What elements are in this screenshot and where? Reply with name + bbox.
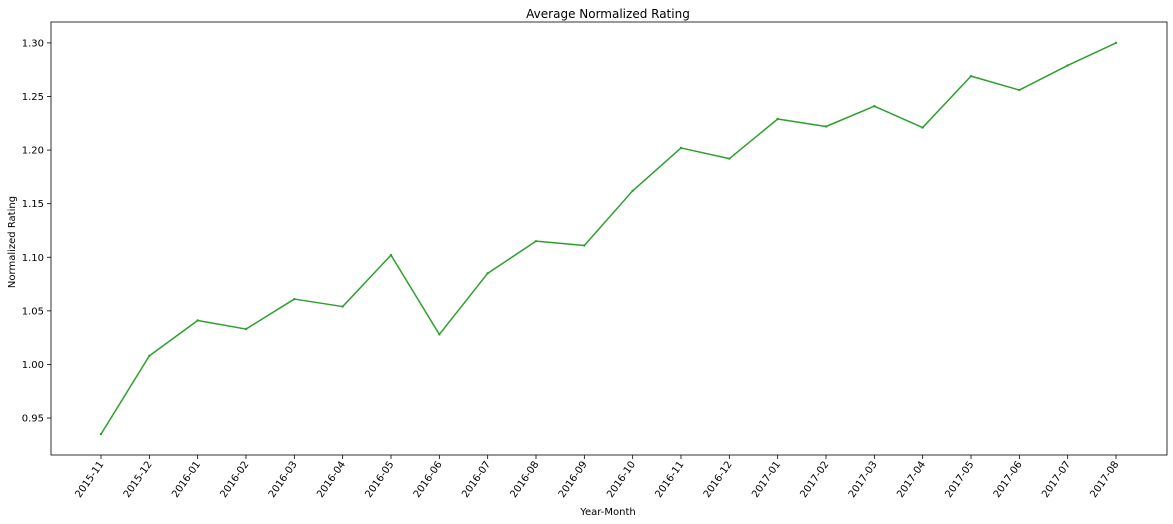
x-tick-label: 2017-01: [750, 459, 783, 500]
y-axis-label: Normalized Rating: [7, 196, 18, 288]
x-tick-label: 2017-03: [847, 459, 880, 500]
x-tick-label: 2017-07: [1040, 459, 1073, 500]
x-tick-label: 2016-04: [315, 459, 348, 500]
x-tick-label: 2016-12: [702, 459, 735, 500]
data-point: [196, 319, 199, 322]
x-tick-label: 2015-11: [73, 459, 106, 500]
y-tick-label: 1.10: [22, 253, 44, 264]
x-tick-label: 2017-08: [1088, 459, 1121, 500]
y-tick-label: 1.15: [22, 199, 44, 210]
x-axis-ticks: 2015-11 2015-12 2016-01 2016-02 2016-03 2016-…: [73, 455, 1121, 500]
data-point: [486, 272, 489, 275]
data-point: [583, 244, 586, 247]
x-tick-label: 2016-02: [218, 459, 251, 500]
x-tick-label: 2016-05: [363, 459, 396, 500]
x-tick-label: 2015-12: [122, 459, 155, 500]
data-point: [293, 297, 296, 301]
data-point: [679, 146, 683, 150]
y-tick-label: 0.95: [22, 414, 44, 425]
x-tick-label: 2017-04: [895, 459, 928, 500]
chart-title: Average Normalized Rating: [526, 7, 690, 21]
x-tick-label: 2017-06: [992, 459, 1025, 500]
data-point: [438, 333, 441, 336]
data-point: [341, 305, 344, 308]
data-point: [873, 104, 876, 108]
y-tick-label: 1.20: [22, 146, 44, 157]
data-point: [1066, 64, 1069, 67]
data-point: [148, 354, 151, 358]
data-point: [1018, 88, 1021, 92]
x-axis-label: Year-Month: [579, 507, 635, 518]
x-tick-label: 2016-11: [653, 459, 686, 500]
x-tick-label: 2017-02: [798, 459, 831, 500]
data-point: [969, 74, 973, 78]
y-tick-label: 1.05: [22, 306, 44, 317]
series-line: [100, 42, 1117, 435]
data-point: [776, 117, 779, 121]
data-point: [389, 253, 393, 257]
data-point: [534, 239, 538, 243]
data-point: [631, 189, 634, 193]
data-point: [1114, 41, 1118, 45]
x-tick-label: 2016-03: [267, 459, 300, 500]
x-tick-label: 2016-09: [557, 459, 590, 500]
data-point: [824, 125, 828, 128]
x-tick-label: 2016-01: [170, 459, 203, 500]
series-layer: [99, 41, 1118, 436]
y-tick-label: 1.00: [22, 360, 44, 371]
data-point: [728, 157, 731, 160]
x-tick-label: 2016-06: [412, 459, 445, 500]
y-tick-label: 1.30: [22, 38, 44, 49]
y-axis-ticks: 0.95 1.00 1.05 1.10 1.15 1.20 1.25 1.30: [22, 38, 51, 425]
data-point: [921, 126, 924, 129]
x-tick-label: 2017-05: [943, 459, 976, 500]
y-tick-label: 1.25: [22, 92, 44, 103]
data-point: [99, 432, 103, 436]
x-tick-label: 2016-10: [605, 459, 638, 500]
x-tick-label: 2016-07: [460, 459, 493, 500]
plot-frame: [50, 21, 1168, 456]
x-tick-label: 2016-08: [508, 459, 541, 500]
data-point: [244, 327, 248, 331]
